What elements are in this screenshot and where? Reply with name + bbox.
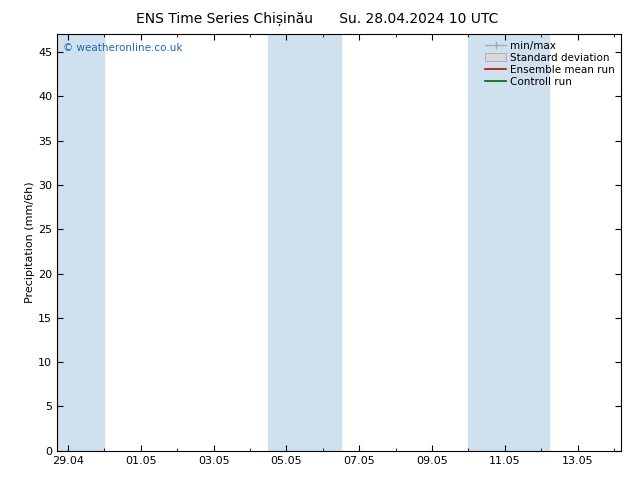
Y-axis label: Precipitation (mm/6h): Precipitation (mm/6h) bbox=[25, 182, 36, 303]
Legend: min/max, Standard deviation, Ensemble mean run, Controll run: min/max, Standard deviation, Ensemble me… bbox=[481, 36, 619, 91]
Bar bbox=[268, 34, 341, 451]
Text: © weatheronline.co.uk: © weatheronline.co.uk bbox=[63, 43, 182, 52]
Bar bbox=[469, 34, 548, 451]
Text: ENS Time Series Chișinău      Su. 28.04.2024 10 UTC: ENS Time Series Chișinău Su. 28.04.2024 … bbox=[136, 12, 498, 26]
Bar bbox=[57, 34, 105, 451]
